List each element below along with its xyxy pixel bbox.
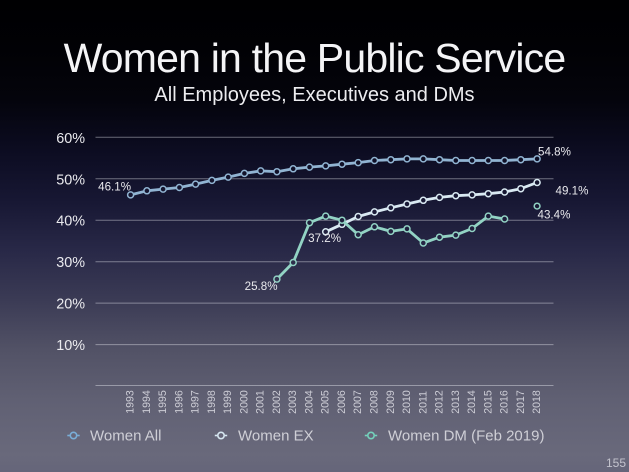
svg-text:1998: 1998 (206, 390, 218, 414)
svg-text:40%: 40% (56, 214, 85, 230)
svg-text:2013: 2013 (450, 390, 462, 414)
svg-text:Women EX: Women EX (238, 428, 314, 445)
svg-text:30%: 30% (56, 255, 85, 271)
svg-text:1997: 1997 (190, 390, 202, 414)
svg-text:1999: 1999 (222, 390, 234, 414)
svg-text:Women All: Women All (90, 428, 161, 445)
svg-text:60%: 60% (56, 131, 85, 147)
svg-text:50%: 50% (56, 172, 85, 188)
svg-text:43.4%: 43.4% (538, 209, 571, 222)
svg-text:2001: 2001 (255, 390, 267, 414)
svg-text:25.8%: 25.8% (245, 280, 278, 293)
svg-text:37.2%: 37.2% (308, 232, 341, 245)
svg-text:Women DM (Feb 2019): Women DM (Feb 2019) (388, 428, 544, 445)
svg-text:10%: 10% (56, 338, 85, 354)
svg-text:2018: 2018 (531, 390, 543, 414)
svg-text:2015: 2015 (482, 390, 494, 414)
svg-text:2009: 2009 (385, 390, 397, 414)
svg-text:2005: 2005 (320, 390, 332, 414)
svg-text:2002: 2002 (271, 390, 283, 414)
svg-text:1995: 1995 (157, 390, 169, 414)
svg-text:2010: 2010 (401, 390, 413, 414)
svg-text:54.8%: 54.8% (538, 146, 571, 159)
svg-text:2003: 2003 (287, 390, 299, 414)
svg-text:2016: 2016 (499, 390, 511, 414)
svg-text:20%: 20% (56, 297, 85, 313)
svg-text:2004: 2004 (304, 390, 316, 414)
svg-text:2011: 2011 (417, 391, 429, 414)
svg-text:2012: 2012 (434, 390, 446, 414)
svg-text:2008: 2008 (369, 390, 381, 414)
svg-text:2000: 2000 (238, 390, 250, 414)
svg-text:2014: 2014 (466, 390, 478, 414)
svg-text:1994: 1994 (141, 390, 153, 414)
svg-text:2007: 2007 (352, 390, 364, 414)
svg-text:49.1%: 49.1% (556, 185, 589, 198)
svg-text:46.1%: 46.1% (98, 181, 131, 194)
svg-text:1993: 1993 (125, 390, 137, 414)
svg-text:2006: 2006 (336, 390, 348, 414)
svg-text:2017: 2017 (515, 390, 527, 414)
svg-text:1996: 1996 (173, 390, 185, 414)
